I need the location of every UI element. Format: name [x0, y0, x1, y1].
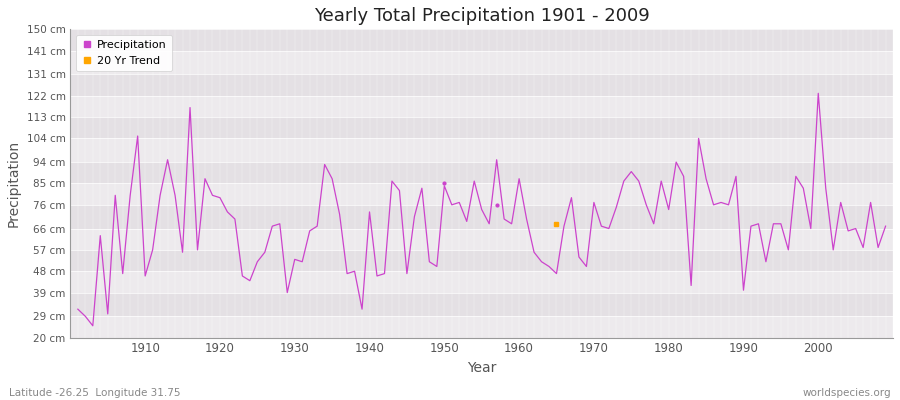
- Bar: [70, 316, 893, 338]
- Legend: Precipitation, 20 Yr Trend: Precipitation, 20 Yr Trend: [76, 35, 172, 72]
- Y-axis label: Precipitation: Precipitation: [7, 140, 21, 227]
- X-axis label: Year: Year: [467, 361, 497, 375]
- Bar: [70, 29, 893, 51]
- Title: Yearly Total Precipitation 1901 - 2009: Yearly Total Precipitation 1901 - 2009: [314, 7, 650, 25]
- Bar: [70, 292, 893, 316]
- Bar: [70, 51, 893, 74]
- Bar: [70, 271, 893, 292]
- Bar: [70, 184, 893, 205]
- Bar: [70, 96, 893, 117]
- Bar: [70, 250, 893, 271]
- Text: worldspecies.org: worldspecies.org: [803, 388, 891, 398]
- Bar: [70, 117, 893, 138]
- Bar: [70, 228, 893, 250]
- Bar: [70, 138, 893, 162]
- Bar: [70, 205, 893, 228]
- Bar: [70, 162, 893, 184]
- Bar: [70, 74, 893, 96]
- Text: Latitude -26.25  Longitude 31.75: Latitude -26.25 Longitude 31.75: [9, 388, 181, 398]
